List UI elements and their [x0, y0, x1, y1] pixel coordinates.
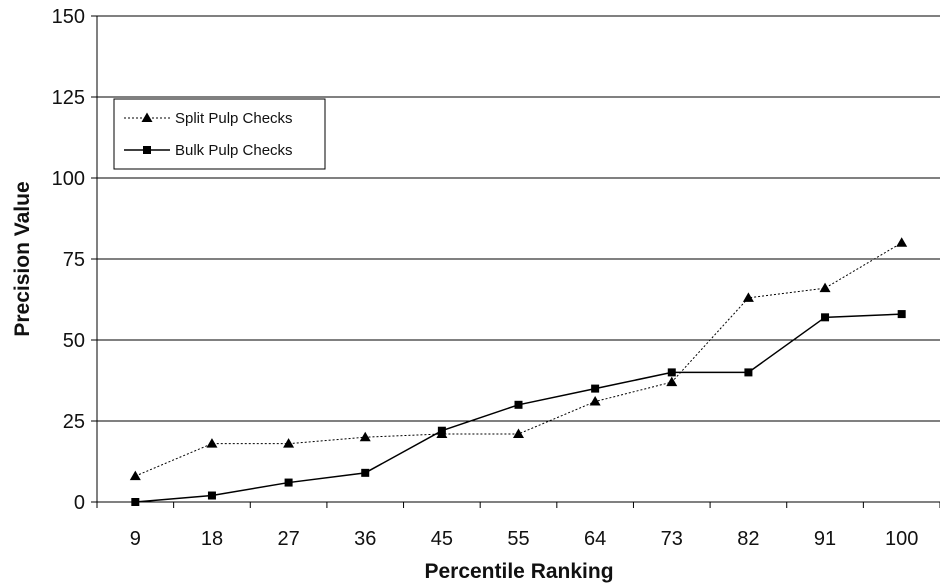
- data-point-bulk: [667, 368, 676, 377]
- x-tick-label: 36: [354, 528, 376, 550]
- data-point-split: [896, 237, 908, 247]
- y-tick-label: 150: [52, 6, 85, 28]
- data-point-split: [819, 282, 831, 293]
- x-axis-title: Percentile Ranking: [424, 560, 613, 583]
- x-tick-label: 45: [431, 528, 453, 550]
- data-point-split: [359, 431, 371, 442]
- data-point-split: [666, 376, 678, 387]
- x-tick-label: 100: [885, 528, 918, 550]
- x-tick-label: 82: [737, 528, 759, 550]
- x-tick-label: 9: [130, 528, 141, 550]
- legend-box: [113, 98, 326, 170]
- x-tick-label: 73: [661, 528, 683, 550]
- legend-triangle-marker: [141, 112, 153, 122]
- y-tick-label: 75: [63, 249, 85, 271]
- data-point-bulk: [361, 468, 370, 477]
- data-point-bulk: [284, 478, 293, 487]
- data-point-split: [742, 292, 754, 302]
- data-point-split: [589, 396, 601, 406]
- series-group: [129, 237, 908, 506]
- legend-square-marker: [143, 146, 151, 154]
- y-tick-label: 50: [63, 330, 85, 352]
- data-point-bulk: [591, 384, 600, 393]
- axes: 0 25 50 75 100 125 150 9 18 27 36 45 55 64 73 82 91 100: [52, 6, 940, 550]
- x-tick-label: 27: [277, 528, 299, 550]
- data-point-bulk: [897, 310, 906, 319]
- legend-label-split: Split Pulp Checks: [175, 110, 293, 127]
- y-tick-label: 125: [52, 87, 85, 109]
- data-point-split: [283, 438, 295, 448]
- legend: Split Pulp Checks Bulk Pulp Checks: [113, 98, 326, 170]
- y-axis-title: Precision Value: [11, 181, 34, 336]
- x-tick-label: 64: [584, 528, 606, 550]
- y-tick-label: 100: [52, 168, 85, 190]
- x-tick-label: 55: [507, 528, 529, 550]
- series-line-split: [135, 242, 902, 477]
- data-point-split: [129, 470, 141, 481]
- y-tick-label: 0: [74, 492, 85, 514]
- data-point-split: [513, 428, 524, 438]
- data-point-bulk: [514, 400, 523, 409]
- data-point-bulk: [821, 313, 830, 322]
- legend-label-bulk: Bulk Pulp Checks: [175, 142, 293, 159]
- data-point-bulk: [744, 368, 753, 377]
- data-point-bulk: [131, 498, 140, 506]
- data-point-split: [206, 438, 218, 448]
- data-point-bulk: [437, 426, 446, 435]
- x-tick-label: 18: [201, 528, 223, 550]
- x-tick-label: 91: [814, 528, 836, 550]
- y-tick-label: 25: [63, 411, 85, 433]
- gridlines: [97, 15, 940, 422]
- data-point-bulk: [207, 491, 216, 500]
